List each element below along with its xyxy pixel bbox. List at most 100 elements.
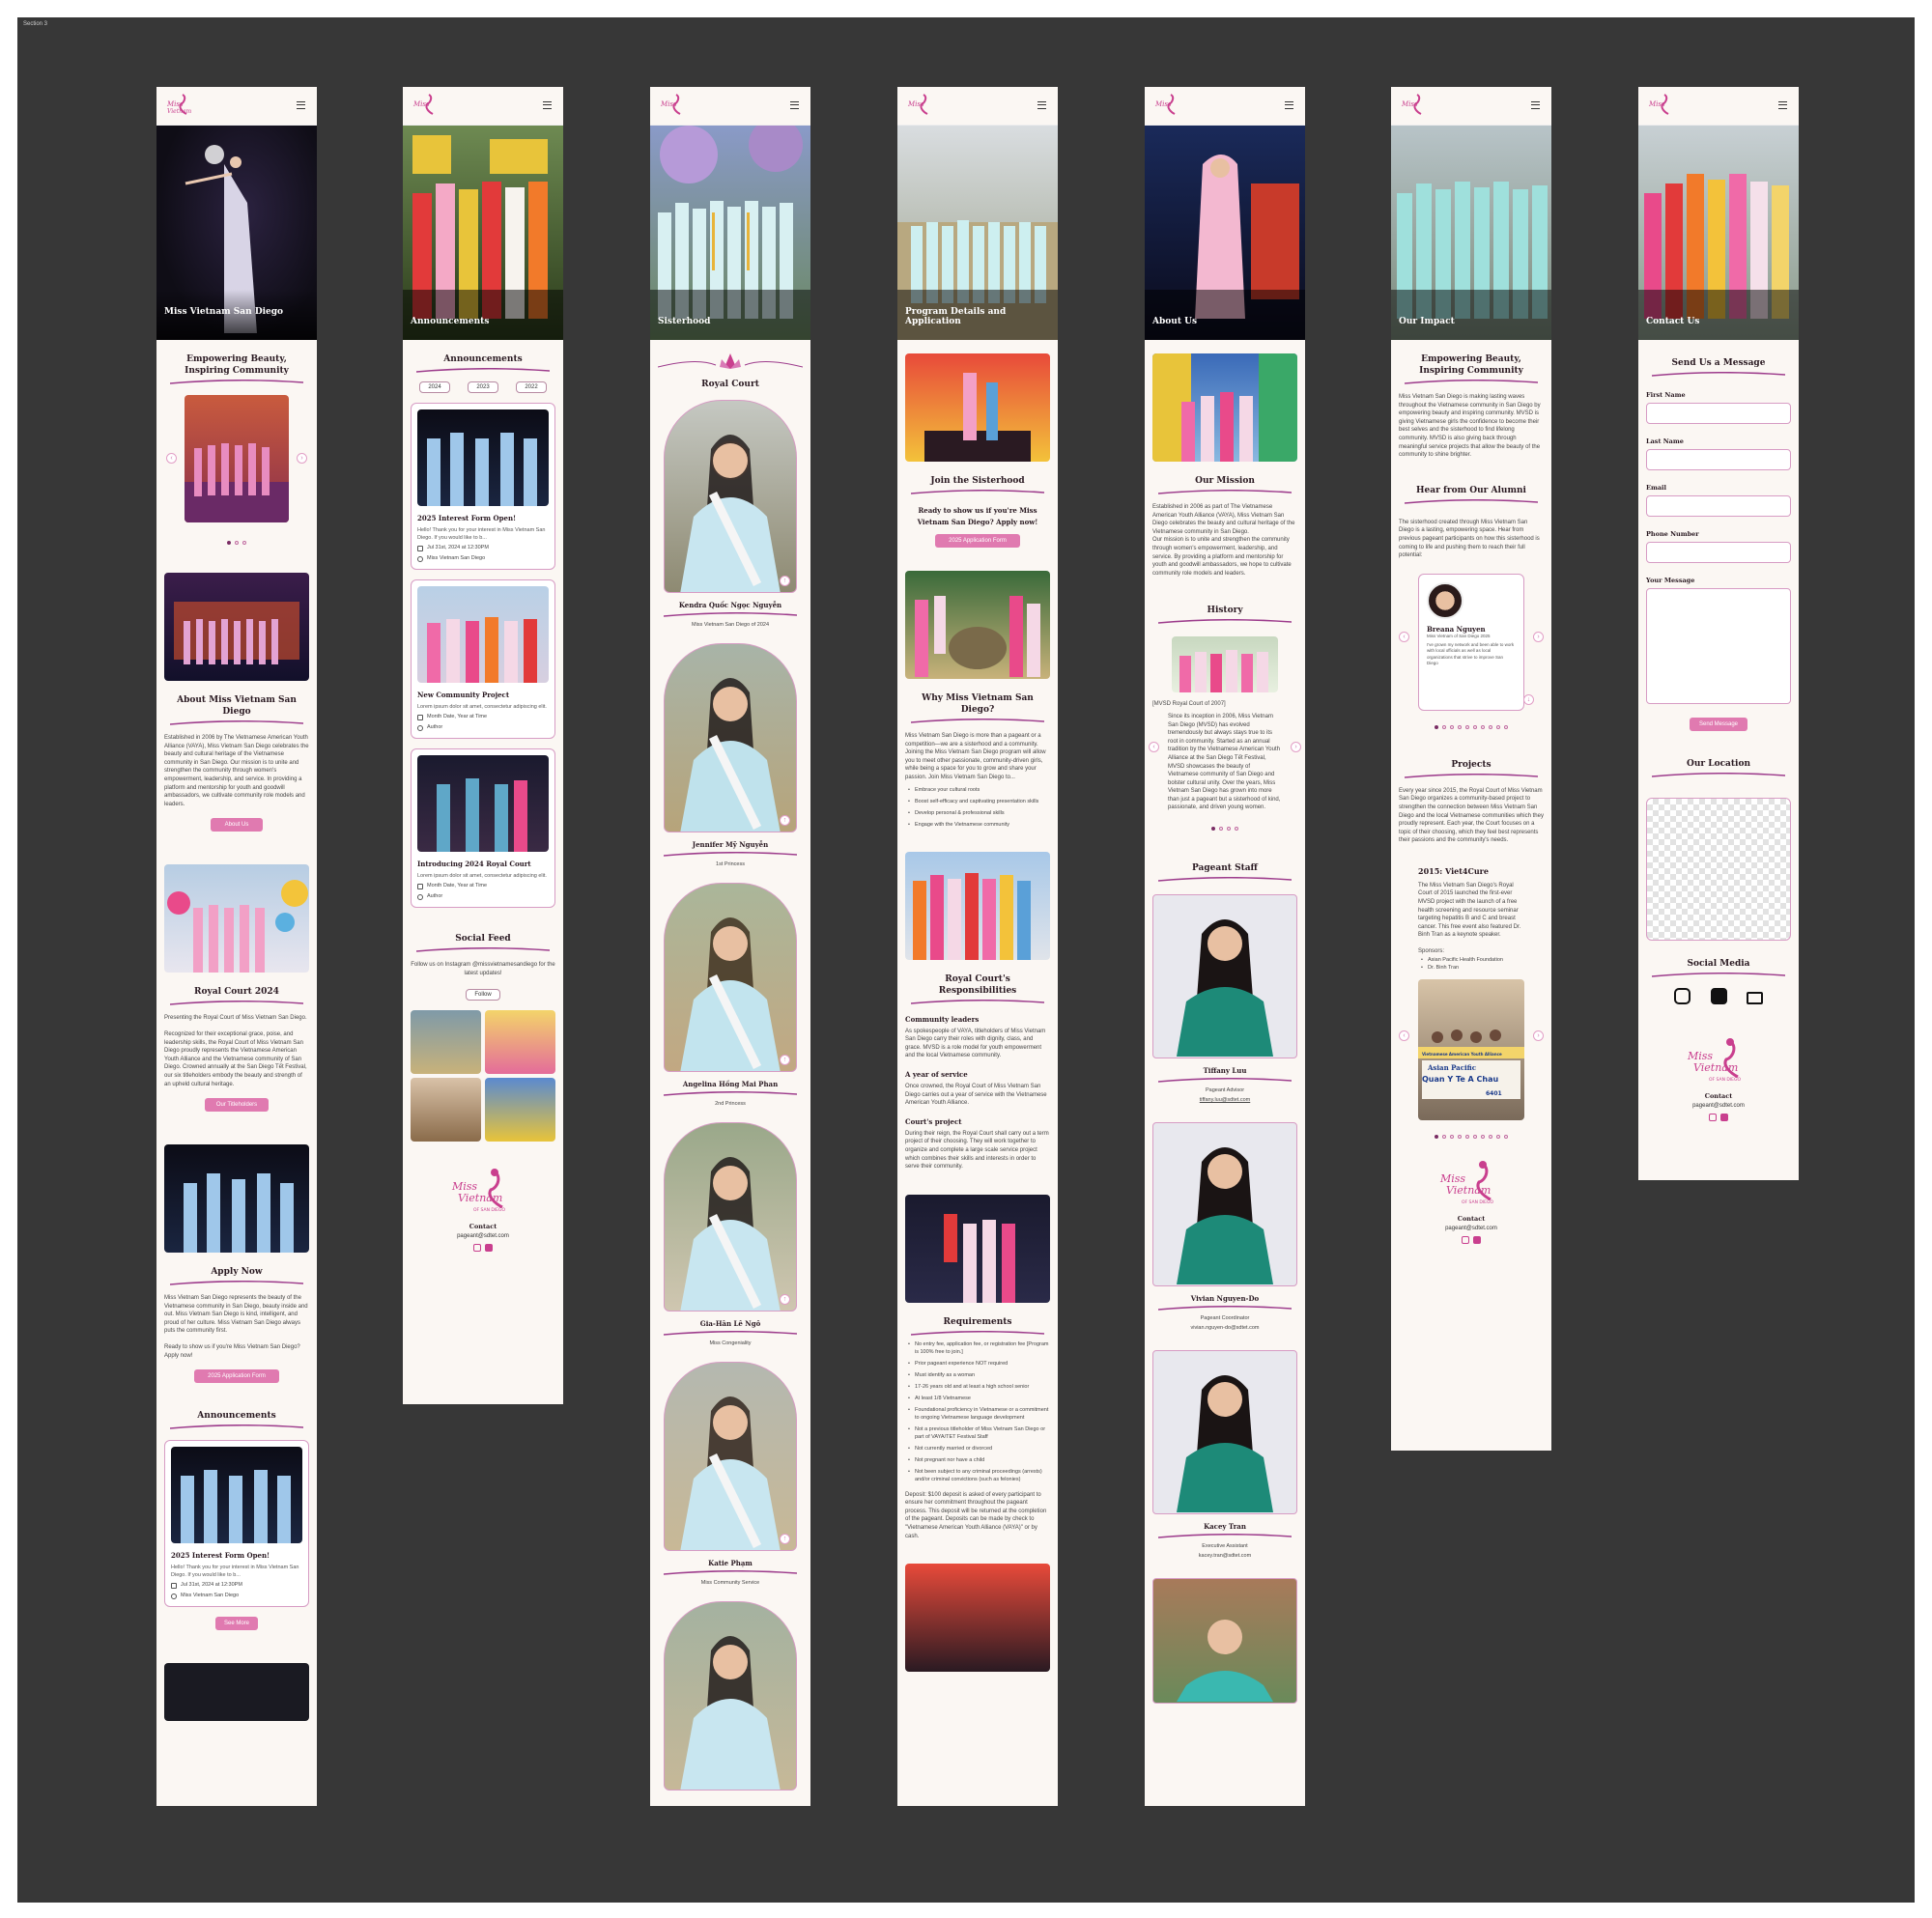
staff-email[interactable]: vivian.nguyen-do@sdtet.com: [1190, 1325, 1260, 1332]
hamburger-menu-icon[interactable]: [790, 101, 799, 109]
staff-portrait: [1152, 1350, 1297, 1515]
titleholder-portrait: ↑: [664, 643, 797, 832]
next-arrow-icon[interactable]: ›: [1533, 1030, 1544, 1041]
carousel-dots[interactable]: [1399, 711, 1544, 734]
expand-icon[interactable]: ↓: [1523, 693, 1534, 705]
user-icon: [417, 555, 423, 562]
flip-card-icon[interactable]: ↑: [780, 576, 790, 586]
location-map[interactable]: [1646, 798, 1791, 941]
carousel-dots[interactable]: [1152, 812, 1297, 835]
flip-card-icon[interactable]: ↑: [780, 1534, 790, 1544]
phone-field[interactable]: [1646, 542, 1791, 563]
hero-banner: Announcements: [403, 126, 563, 340]
facebook-icon[interactable]: [1710, 988, 1727, 1004]
swash-divider: [664, 852, 797, 858]
titleholder-name: Jennifer Mỹ Nguyễn: [692, 840, 769, 849]
prev-arrow-icon[interactable]: ‹: [1399, 631, 1409, 642]
logo-icon[interactable]: Miss: [1647, 93, 1674, 118]
mission-text-2: Our mission is to unite and strengthen t…: [1152, 537, 1292, 577]
staff-email[interactable]: tiffany.luu@sdtet.com: [1199, 1097, 1251, 1104]
our-titleholders-button[interactable]: Our Titleholders: [205, 1098, 269, 1113]
announcement-date: Jul 31st, 2024 at 12:30PM: [427, 545, 489, 550]
hamburger-menu-icon[interactable]: [1531, 101, 1540, 109]
field-label: Email: [1646, 484, 1666, 492]
last-name-field[interactable]: [1646, 449, 1791, 470]
instagram-icon[interactable]: [1709, 1114, 1717, 1121]
instagram-post[interactable]: [411, 1010, 481, 1075]
responsibility-heading: Community leaders: [905, 1014, 980, 1024]
announcement-card[interactable]: 2025 Interest Form Open! Hello! Thank yo…: [164, 1440, 309, 1608]
application-form-button[interactable]: 2025 Application Form: [935, 534, 1020, 548]
swash-divider: [664, 612, 797, 618]
logo-icon[interactable]: Miss: [412, 93, 439, 118]
prev-arrow-icon[interactable]: ‹: [166, 453, 177, 464]
instagram-post[interactable]: [485, 1078, 555, 1142]
announcement-author: Miss Vietnam San Diego: [427, 555, 486, 561]
announcement-card[interactable]: 2025 Interest Form Open! Hello! Thank yo…: [411, 403, 555, 570]
hero-photo: [156, 145, 317, 340]
requirement-item: Foundational proficiency in Vietnamese o…: [905, 1406, 1050, 1422]
instagram-icon[interactable]: [473, 1244, 481, 1253]
email-field[interactable]: [1646, 495, 1791, 517]
svg-text:Miss: Miss: [1687, 1050, 1713, 1062]
mail-icon[interactable]: [1746, 992, 1763, 1004]
hamburger-menu-icon[interactable]: [1037, 101, 1046, 109]
history-caption: [MVSD Royal Court of 2007]: [1152, 701, 1226, 708]
prev-arrow-icon[interactable]: ‹: [1149, 741, 1159, 752]
titleholder-name: Gia-Hân Lê Ngô: [699, 1319, 761, 1328]
contact-email[interactable]: pageant@sdtet.com: [1692, 1103, 1745, 1109]
flip-card-icon[interactable]: ↑: [780, 815, 790, 826]
follow-button[interactable]: Follow: [466, 989, 500, 1001]
hamburger-menu-icon[interactable]: [1285, 101, 1293, 109]
send-message-button[interactable]: Send Message: [1690, 718, 1747, 731]
nav-bar: Miss Vietnam: [156, 87, 317, 126]
svg-text:Vietnam: Vietnam: [1446, 1184, 1491, 1197]
contact-email[interactable]: pageant@sdtet.com: [1445, 1225, 1497, 1231]
svg-text:Miss: Miss: [1648, 100, 1665, 108]
facebook-icon[interactable]: [1720, 1114, 1728, 1121]
impact-text: Miss Vietnam San Diego is making lasting…: [1399, 394, 1541, 459]
staff-email[interactable]: kacey.tran@sdtet.com: [1198, 1553, 1252, 1560]
flip-card-icon[interactable]: ↑: [780, 1294, 790, 1305]
contact-email[interactable]: pageant@sdtet.com: [457, 1233, 509, 1240]
svg-text:Miss: Miss: [1154, 100, 1172, 108]
logo-icon[interactable]: Miss: [659, 93, 686, 118]
next-arrow-icon[interactable]: ›: [297, 453, 307, 464]
next-arrow-icon[interactable]: ›: [1533, 631, 1544, 642]
swash-divider: [416, 947, 550, 953]
about-us-button[interactable]: About Us: [211, 818, 263, 832]
instagram-post[interactable]: [485, 1010, 555, 1075]
announcement-card[interactable]: New Community Project Lorem ipsum dolor …: [411, 579, 555, 739]
message-textarea[interactable]: [1646, 588, 1791, 704]
instagram-icon[interactable]: [1462, 1235, 1469, 1244]
hamburger-menu-icon[interactable]: [1778, 101, 1787, 109]
instagram-icon[interactable]: [1674, 988, 1691, 1004]
see-more-button[interactable]: See More: [215, 1617, 258, 1631]
facebook-icon[interactable]: [1473, 1235, 1481, 1244]
first-name-field[interactable]: [1646, 403, 1791, 424]
requirements-photo: [905, 1194, 1050, 1303]
logo-icon[interactable]: Miss: [906, 93, 933, 118]
announcement-card[interactable]: Introducing 2024 Royal Court Lorem ipsum…: [411, 748, 555, 908]
year-filter-button[interactable]: 2022: [516, 381, 547, 393]
year-filter-button[interactable]: 2023: [468, 381, 498, 393]
next-arrow-icon[interactable]: ›: [1291, 741, 1301, 752]
carousel-dots[interactable]: [164, 526, 309, 550]
hamburger-menu-icon[interactable]: [543, 101, 552, 109]
logo-icon[interactable]: Miss: [1153, 93, 1180, 118]
flip-card-icon[interactable]: ↑: [780, 1055, 790, 1065]
logo-icon[interactable]: Miss: [1400, 93, 1427, 118]
facebook-icon[interactable]: [485, 1244, 493, 1253]
titleholder-title: 1st Princess: [716, 861, 745, 867]
prev-arrow-icon[interactable]: ‹: [1399, 1030, 1409, 1041]
instagram-post[interactable]: [411, 1078, 481, 1142]
hamburger-menu-icon[interactable]: [297, 101, 305, 109]
carousel-dots[interactable]: [1399, 1120, 1544, 1143]
swash-divider: [911, 999, 1044, 1005]
year-filter-button[interactable]: 2024: [419, 381, 450, 393]
application-form-button[interactable]: 2025 Application Form: [194, 1369, 279, 1384]
